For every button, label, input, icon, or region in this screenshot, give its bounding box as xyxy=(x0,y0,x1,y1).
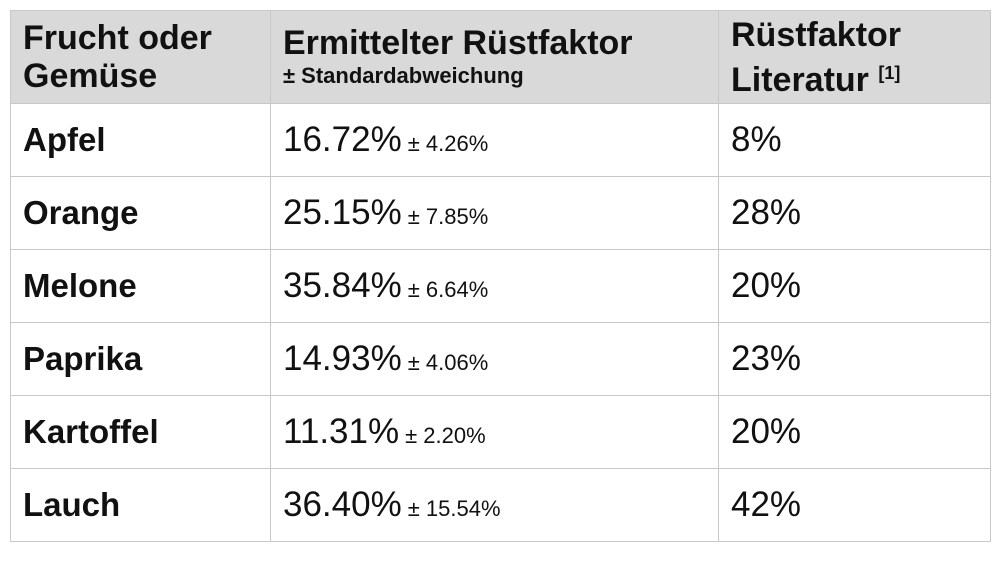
std-deviation: ± 6.64% xyxy=(407,277,489,302)
measured-cell: 14.93% ± 4.06% xyxy=(270,322,719,396)
literature-value: 42% xyxy=(718,468,991,542)
header-text-wrap: Literatur [1] xyxy=(731,54,978,99)
header-text: Literatur xyxy=(731,60,869,99)
literature-value: 8% xyxy=(718,103,991,177)
header-text: Ermittelter Rüstfaktor xyxy=(283,24,633,62)
data-table: Frucht oder Gemüse Ermittelter Rüstfakto… xyxy=(10,10,991,542)
header-text: Rüstfaktor xyxy=(731,15,902,54)
header-cell: Frucht oder Gemüse xyxy=(10,10,271,104)
measured-cell: 11.31% ± 2.20% xyxy=(270,395,719,469)
table-header: Frucht oder Gemüse Ermittelter Rüstfakto… xyxy=(10,10,991,104)
measured-value: 14.93% xyxy=(283,339,402,378)
header-text: Gemüse xyxy=(23,57,158,95)
literature-value: 28% xyxy=(718,176,991,250)
std-deviation: ± 2.20% xyxy=(405,423,486,448)
item-name: Lauch xyxy=(10,468,271,542)
footnote-ref: [1] xyxy=(878,62,901,83)
literature-value: 20% xyxy=(718,395,991,469)
measured-value: 16.72% xyxy=(283,120,402,159)
measured-cell: 25.15% ± 7.85% xyxy=(270,176,719,250)
item-name: Apfel xyxy=(10,103,271,177)
header-subtitle: ± Standardabweichung xyxy=(283,63,524,88)
item-name: Paprika xyxy=(10,322,271,396)
item-name: Melone xyxy=(10,249,271,323)
measured-value: 36.40% xyxy=(283,485,402,524)
measured-value: 25.15% xyxy=(283,193,402,232)
header-cell: Rüstfaktor Literatur [1] xyxy=(718,10,991,104)
std-deviation: ± 7.85% xyxy=(407,204,489,229)
measured-cell: 36.40% ± 15.54% xyxy=(270,468,719,542)
table-row: Melone 35.84% ± 6.64% 20% xyxy=(10,249,991,323)
literature-value: 20% xyxy=(718,249,991,323)
table-row: Orange 25.15% ± 7.85% 28% xyxy=(10,176,991,250)
header-row: Frucht oder Gemüse Ermittelter Rüstfakto… xyxy=(10,10,991,104)
measured-value: 11.31% xyxy=(283,412,400,451)
header-text: Frucht oder xyxy=(23,19,212,57)
table-row: Apfel 16.72% ± 4.26% 8% xyxy=(10,103,991,177)
item-name: Orange xyxy=(10,176,271,250)
std-deviation: ± 4.06% xyxy=(407,350,489,375)
table-row: Paprika 14.93% ± 4.06% 23% xyxy=(10,322,991,396)
literature-value: 23% xyxy=(718,322,991,396)
header-cell: Ermittelter Rüstfaktor ± Standardabweich… xyxy=(270,10,719,104)
measured-cell: 16.72% ± 4.26% xyxy=(270,103,719,177)
table-row: Kartoffel 11.31% ± 2.20% 20% xyxy=(10,395,991,469)
measured-value: 35.84% xyxy=(283,266,402,305)
std-deviation: ± 15.54% xyxy=(407,496,501,521)
measured-cell: 35.84% ± 6.64% xyxy=(270,249,719,323)
table-row: Lauch 36.40% ± 15.54% 42% xyxy=(10,468,991,542)
table-body: Apfel 16.72% ± 4.26% 8% Orange 25.15% ± 7.85% 2… xyxy=(10,103,991,542)
item-name: Kartoffel xyxy=(10,395,271,469)
std-deviation: ± 4.26% xyxy=(407,131,489,156)
